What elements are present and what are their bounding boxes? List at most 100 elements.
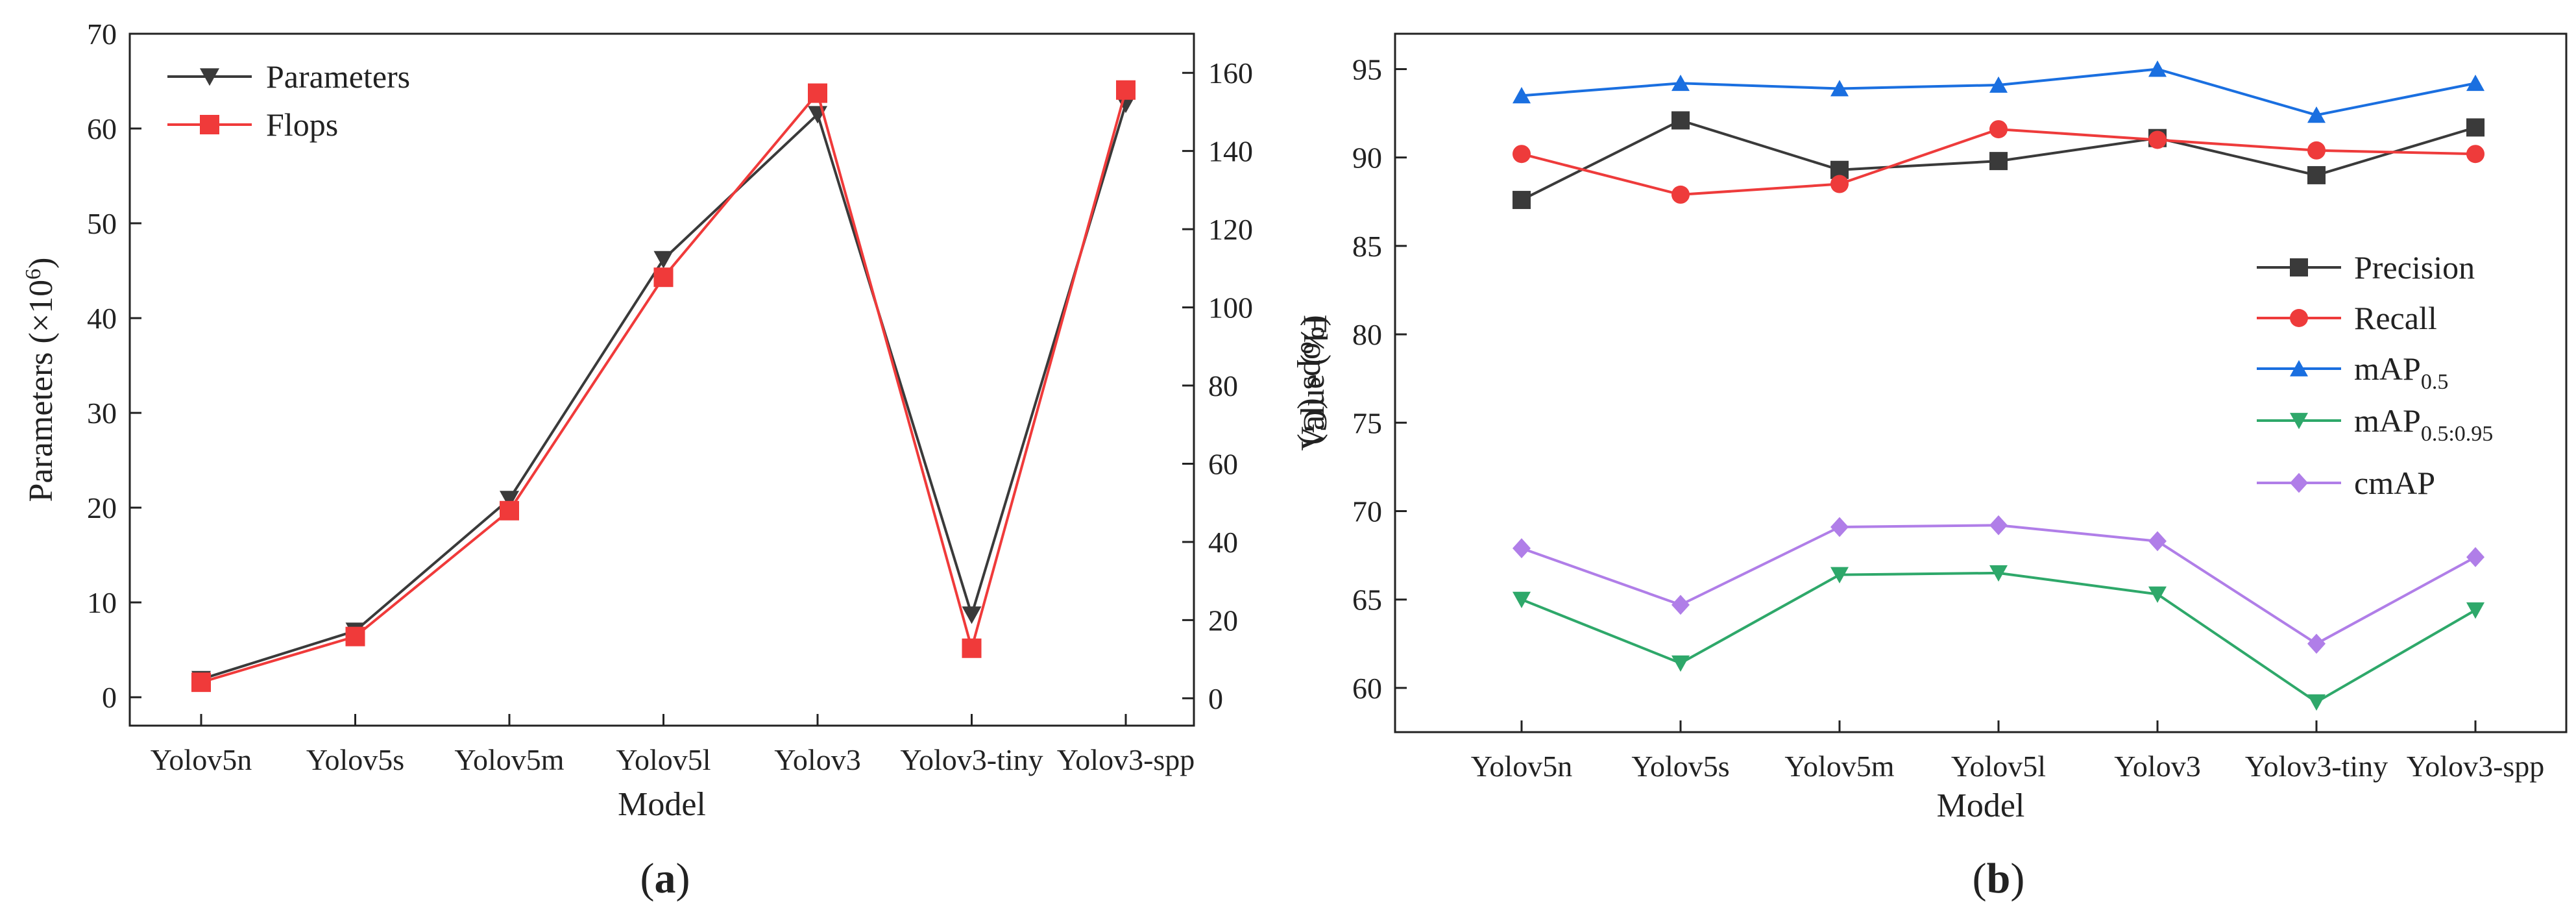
- y-axis-title-a: Parameters (×106): [21, 258, 60, 502]
- point-b-precision-1: [1671, 111, 1690, 130]
- point-b-recall-1: [1671, 185, 1690, 204]
- legend-label-b-0: Precision: [2354, 249, 2475, 286]
- legend-marker-a-1: [200, 115, 219, 134]
- plot-frame-a: [128, 32, 1195, 727]
- point-a-flops-1: [345, 626, 365, 646]
- point-a-flops-6: [1116, 80, 1136, 100]
- legend-label-b-1: Recall: [2354, 300, 2437, 336]
- point-b-cmap-4: [2148, 531, 2167, 552]
- point-b-map05095-5: [2307, 694, 2326, 711]
- point-a-parameters-5: [962, 606, 982, 624]
- point-a-parameters-3: [653, 251, 674, 269]
- y-tick-label-b-1: 65: [1352, 583, 1382, 617]
- y-tick-label-b-6: 90: [1352, 141, 1382, 175]
- y2-tick-label-a-6: 120: [1208, 213, 1253, 246]
- point-b-precision-5: [2307, 166, 2326, 184]
- x-tick-label-a-2: Yolov5m: [454, 743, 564, 776]
- point-a-parameters-6: [1116, 95, 1136, 114]
- y-axis-title-b: Value (%): [1294, 315, 1331, 450]
- point-b-map05-4: [2148, 60, 2167, 77]
- x-tick-label-a-1: Yolov5s: [306, 743, 404, 776]
- y-tick-label-a-4: 40: [87, 302, 117, 335]
- point-b-cmap-5: [2307, 633, 2326, 654]
- legend-label-b-2: mAP0.5: [2354, 350, 2448, 394]
- point-a-flops-0: [191, 672, 211, 693]
- point-b-map05-3: [1989, 76, 2008, 93]
- y2-tick-label-a-3: 60: [1208, 447, 1238, 480]
- legend-label-a-0: Parameters: [266, 58, 410, 95]
- point-b-map05-2: [1830, 80, 1849, 97]
- point-b-map05095-3: [1989, 565, 2008, 582]
- plot-frame-b: [1394, 32, 2568, 733]
- x-axis-title-b: Model: [1937, 787, 2025, 824]
- point-b-map05-0: [1513, 87, 1531, 104]
- y-tick-label-a-2: 20: [87, 491, 117, 524]
- y2-tick-label-a-1: 20: [1208, 604, 1238, 637]
- y2-tick-label-a-5: 100: [1208, 291, 1253, 325]
- x-tick-label-b-1: Yolov5s: [1631, 750, 1729, 783]
- y-tick-label-a-5: 50: [87, 207, 117, 240]
- y2-tick-label-a-2: 40: [1208, 526, 1238, 559]
- chart-b-detection-metrics: 60 65 70 75 80 85 90 95 Yolov5n Yolov5s Yolov5m Yol…: [1294, 32, 2568, 824]
- y2-axis-title-a: Flops (G): [1296, 315, 1333, 445]
- y-tick-label-b-2: 70: [1352, 495, 1382, 528]
- y-tick-label-b-4: 80: [1352, 318, 1382, 351]
- panel-label-b: (b): [1973, 855, 2025, 902]
- y-tick-label-a-6: 60: [87, 112, 117, 145]
- y-tick-label-b-7: 95: [1352, 53, 1382, 86]
- chart-a-parameters-flops: 0 10 20 30 40 50 60 70 0 20 40 60 80 100 120 140 160 Yolo…: [21, 18, 1333, 823]
- x-tick-label-b-6: Yolov3-spp: [2407, 750, 2545, 783]
- series-line-a-flops: [200, 90, 1127, 684]
- panel-label-a: (a): [640, 855, 690, 902]
- x-tick-label-b-2: Yolov5m: [1784, 750, 1894, 783]
- legend-marker-b-0: [2290, 258, 2308, 276]
- legend-label-b-3: mAP0.5:0.95: [2354, 402, 2493, 446]
- point-b-recall-5: [2307, 141, 2326, 160]
- point-b-recall-0: [1513, 145, 1531, 164]
- x-tick-label-a-4: Yolov3: [774, 743, 860, 776]
- point-a-flops-2: [500, 500, 519, 521]
- point-b-recall-6: [2466, 145, 2485, 164]
- x-tick-label-b-0: Yolov5n: [1471, 750, 1572, 783]
- point-b-map05095-1: [1671, 655, 1690, 672]
- series-line-b-map05095: [1521, 571, 2477, 704]
- x-tick-label-a-5: Yolov3-tiny: [900, 743, 1043, 776]
- y-tick-label-a-3: 30: [87, 397, 117, 430]
- legend-marker-a-0: [200, 68, 219, 86]
- y-tick-label-b-3: 75: [1352, 406, 1382, 439]
- point-b-precision-6: [2466, 118, 2485, 137]
- point-b-cmap-6: [2466, 546, 2485, 567]
- point-a-flops-3: [653, 267, 674, 288]
- point-b-map05-5: [2307, 106, 2326, 123]
- point-b-cmap-1: [1671, 595, 1690, 615]
- point-b-precision-3: [1989, 152, 2008, 171]
- point-a-flops-5: [962, 638, 982, 658]
- y2-tick-label-a-4: 80: [1208, 369, 1238, 402]
- x-tick-label-b-5: Yolov3-tiny: [2245, 750, 2388, 783]
- x-tick-label-a-6: Yolov3-spp: [1057, 743, 1195, 776]
- legend-marker-b-2: [2290, 360, 2308, 376]
- point-a-flops-4: [808, 83, 827, 103]
- point-b-cmap-0: [1513, 538, 1531, 559]
- y-tick-label-a-1: 10: [87, 586, 117, 619]
- y-tick-label-a-0: 0: [102, 681, 117, 714]
- y-tick-label-b-5: 85: [1352, 230, 1382, 263]
- point-b-map05-1: [1671, 74, 1690, 92]
- point-b-precision-0: [1513, 191, 1531, 210]
- point-b-recall-3: [1989, 120, 2008, 139]
- point-b-map05095-2: [1830, 567, 1849, 583]
- legend-marker-b-1: [2290, 309, 2308, 327]
- legend-label-a-1: Flops: [266, 106, 338, 143]
- point-b-cmap-2: [1830, 517, 1849, 537]
- x-tick-label-a-3: Yolov5l: [616, 743, 711, 776]
- x-tick-label-b-4: Yolov3: [2114, 750, 2200, 783]
- y-tick-label-b-0: 60: [1352, 672, 1382, 705]
- legend-marker-b-4: [2290, 473, 2308, 493]
- point-b-map05095-4: [2148, 586, 2167, 603]
- x-tick-label-a-0: Yolov5n: [151, 743, 252, 776]
- y-tick-label-a-7: 70: [87, 18, 117, 51]
- point-b-map05-6: [2466, 74, 2485, 92]
- point-b-map05095-6: [2466, 602, 2485, 619]
- point-b-recall-2: [1830, 175, 1849, 193]
